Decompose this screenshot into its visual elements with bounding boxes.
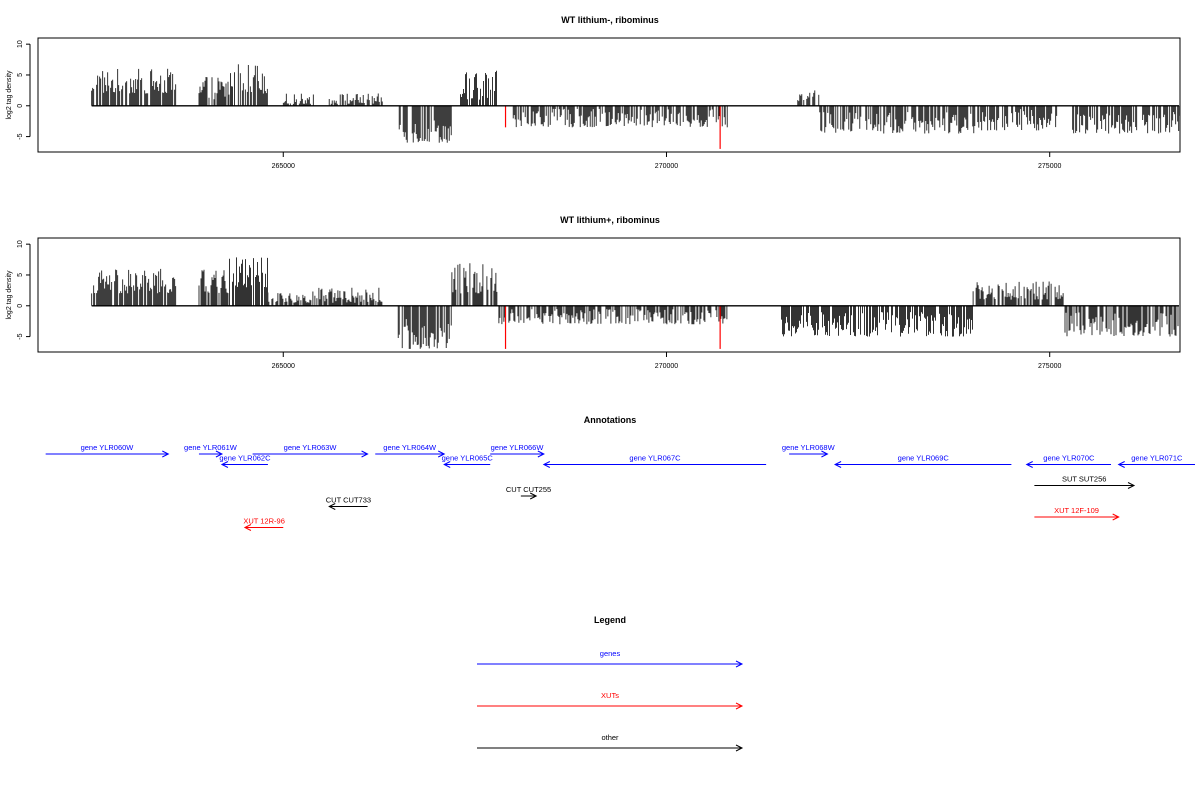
annotation-label: gene YLR066W	[491, 443, 545, 452]
annotation-arrow-arrowhead	[243, 524, 252, 531]
annotation-feature[interactable]: gene YLR067C	[542, 454, 767, 468]
annotation-feature[interactable]: gene YLR066W	[490, 443, 545, 458]
annotation-feature[interactable]: XUT 12F-109	[1034, 506, 1120, 521]
annotation-label: gene YLR071C	[1131, 454, 1183, 463]
annotation-label: gene YLR065C	[442, 454, 494, 463]
legend-item-label: other	[601, 733, 619, 742]
annotation-arrow-arrowhead	[1025, 461, 1033, 468]
annotation-feature[interactable]: CUT CUT255	[506, 485, 551, 500]
annotation-feature[interactable]: XUT 12R-96	[243, 517, 285, 531]
legend-arrow-arrowhead	[735, 702, 744, 710]
legend-arrow-arrowhead	[735, 744, 744, 752]
annotation-label: gene YLR064W	[383, 443, 437, 452]
annotation-label: gene YLR061W	[184, 443, 238, 452]
track-title: WT lithium+, ribominus	[560, 215, 660, 225]
y-axis-label: log2 tag density	[6, 270, 13, 320]
annotation-arrow-arrowhead	[529, 492, 538, 500]
annotation-arrow-arrowhead	[1112, 513, 1120, 521]
annotation-label: gene YLR067C	[629, 454, 681, 463]
annotation-label: gene YLR068W	[782, 443, 836, 452]
y-tick-label: 5	[17, 273, 24, 277]
annotation-feature[interactable]: gene YLR070C	[1025, 454, 1112, 468]
annotation-label: XUT 12R-96	[243, 517, 285, 526]
annotation-arrow-arrowhead	[833, 461, 842, 468]
annotation-arrow-arrowhead	[1117, 461, 1125, 468]
annotation-feature[interactable]: gene YLR069C	[833, 454, 1012, 468]
track-panel-lithium-minus: WT lithium-, ribominus log2 tag density …	[6, 15, 1181, 170]
annotation-label: gene YLR063W	[284, 443, 338, 452]
x-tick-label: 270000	[655, 363, 678, 370]
annotation-arrow-arrowhead	[537, 450, 545, 458]
annotation-feature[interactable]: gene YLR062C	[219, 454, 271, 468]
y-tick-label: -5	[17, 133, 24, 139]
annotation-label: SUT SUT256	[1062, 475, 1106, 484]
legend-item-label: genes	[600, 649, 621, 658]
annotation-label: XUT 12F-109	[1054, 506, 1099, 515]
annotation-feature[interactable]: CUT CUT733	[326, 496, 371, 510]
annotation-arrow-arrowhead	[821, 450, 829, 458]
x-tick-label: 270000	[655, 163, 678, 170]
annotation-label: CUT CUT255	[506, 485, 551, 494]
density-bars	[91, 64, 1181, 149]
density-bars	[91, 257, 1179, 349]
plot-frame	[37, 37, 1181, 153]
track-panel-lithium-plus: WT lithium+, ribominus log2 tag density …	[6, 215, 1181, 370]
annotation-feature[interactable]: gene YLR068W	[782, 443, 836, 458]
annotation-feature[interactable]: gene YLR063W	[252, 443, 369, 458]
annotation-features: gene YLR060W gene YLR061W gene YLR062C gene…	[45, 443, 1195, 531]
annotation-arrow-arrowhead	[361, 450, 369, 458]
annotation-feature[interactable]: gene YLR061W	[184, 443, 238, 458]
annotation-feature[interactable]: gene YLR064W	[375, 443, 446, 458]
x-axis: 265000 270000 275000	[272, 351, 1061, 370]
legend-item: genes	[477, 649, 744, 668]
y-tick-label: 10	[17, 40, 24, 48]
x-tick-label: 265000	[272, 163, 295, 170]
x-tick-label: 275000	[1038, 163, 1061, 170]
legend-item-label: XUTs	[601, 691, 619, 700]
annotation-arrow-arrowhead	[215, 450, 224, 458]
annotation-arrow-arrowhead	[162, 450, 170, 458]
annotation-arrow-arrowhead	[328, 503, 336, 510]
annotations-track: Annotations gene YLR060W gene YLR061Wgene…	[45, 415, 1195, 531]
legend-title: Legend	[594, 615, 626, 625]
legend-item: XUTs	[477, 691, 744, 710]
y-tick-label: 0	[17, 304, 24, 308]
annotation-feature[interactable]: gene YLR065C	[442, 454, 494, 468]
annotation-feature[interactable]: gene YLR060W	[45, 443, 170, 458]
annotation-label: gene YLR062C	[219, 454, 271, 463]
y-axis-label: log2 tag density	[6, 70, 13, 120]
x-axis: 265000 270000 275000	[272, 151, 1061, 170]
annotation-label: gene YLR069C	[898, 454, 950, 463]
legend-item: other	[477, 733, 744, 752]
annotation-arrow-arrowhead	[437, 450, 446, 458]
annotations-title: Annotations	[584, 415, 637, 425]
annotation-feature[interactable]: SUT SUT256	[1034, 475, 1136, 489]
annotation-arrow-arrowhead	[220, 461, 229, 468]
annotation-label: gene YLR060W	[81, 443, 135, 452]
y-axis: -5 0 5 10	[17, 40, 31, 140]
legend-arrow-arrowhead	[735, 660, 744, 668]
y-tick-label: 0	[17, 104, 24, 108]
annotation-arrow-arrowhead	[542, 461, 551, 468]
annotation-arrow-arrowhead	[1127, 482, 1136, 489]
x-tick-label: 265000	[272, 363, 295, 370]
legend-items: genes XUTs other	[477, 649, 744, 752]
annotation-label: CUT CUT733	[326, 496, 371, 505]
x-tick-label: 275000	[1038, 363, 1061, 370]
track-title: WT lithium-, ribominus	[561, 15, 659, 25]
annotation-label: gene YLR070C	[1043, 454, 1095, 463]
y-tick-label: -5	[17, 333, 24, 339]
annotation-feature[interactable]: gene YLR071C	[1117, 454, 1195, 468]
y-tick-label: 10	[17, 240, 24, 248]
legend: Legend genes XUTs other	[477, 615, 744, 752]
y-tick-label: 5	[17, 73, 24, 77]
annotation-arrow-arrowhead	[443, 461, 451, 468]
y-axis: -5 0 5 10	[17, 240, 31, 340]
